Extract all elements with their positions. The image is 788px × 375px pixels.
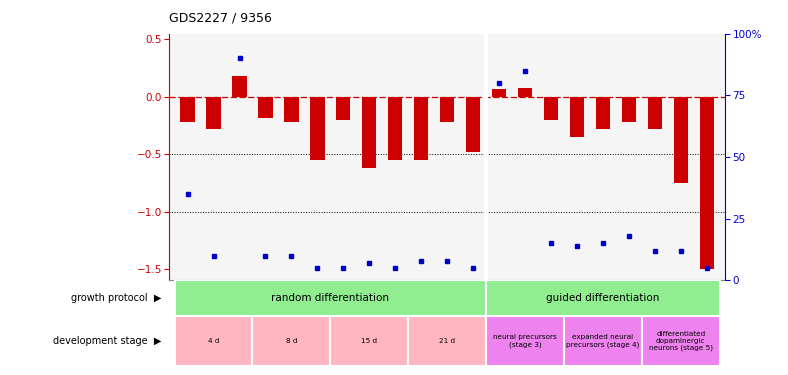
Bar [175, 316, 252, 366]
Bar [674, 97, 688, 183]
Bar [206, 97, 221, 129]
Bar [570, 97, 584, 137]
Text: guided differentiation: guided differentiation [546, 293, 660, 303]
Bar [648, 97, 662, 129]
Bar [330, 316, 408, 366]
Bar [564, 316, 642, 366]
Bar [544, 97, 558, 120]
Bar [180, 97, 195, 122]
Bar [362, 97, 377, 168]
Text: 21 d: 21 d [439, 338, 455, 344]
Text: GDS2227 / 9356: GDS2227 / 9356 [169, 11, 273, 24]
Text: expanded neural
precursors (stage 4): expanded neural precursors (stage 4) [567, 334, 640, 348]
Bar [284, 97, 299, 122]
Bar [336, 97, 351, 120]
Bar [252, 316, 330, 366]
Bar [486, 280, 719, 316]
Text: random differentiation: random differentiation [271, 293, 389, 303]
Bar [232, 76, 247, 97]
Text: differentiated
dopaminergic
neurons (stage 5): differentiated dopaminergic neurons (sta… [649, 331, 713, 351]
Bar [466, 97, 481, 152]
Bar [486, 316, 564, 366]
Text: 8 d: 8 d [286, 338, 297, 344]
Bar [408, 316, 486, 366]
Bar [492, 89, 506, 97]
Bar [175, 280, 486, 316]
Text: development stage  ▶: development stage ▶ [53, 336, 162, 346]
Bar [622, 97, 636, 122]
Text: neural precursors
(stage 3): neural precursors (stage 3) [493, 334, 557, 348]
Bar [414, 97, 429, 160]
Bar [388, 97, 403, 160]
Text: 15 d: 15 d [361, 338, 377, 344]
Bar [310, 97, 325, 160]
Bar [258, 97, 273, 117]
Bar [642, 316, 719, 366]
Bar [440, 97, 455, 122]
Text: growth protocol  ▶: growth protocol ▶ [71, 293, 162, 303]
Bar [518, 88, 532, 97]
Bar [700, 97, 714, 269]
Text: 4 d: 4 d [208, 338, 219, 344]
Bar [596, 97, 610, 129]
